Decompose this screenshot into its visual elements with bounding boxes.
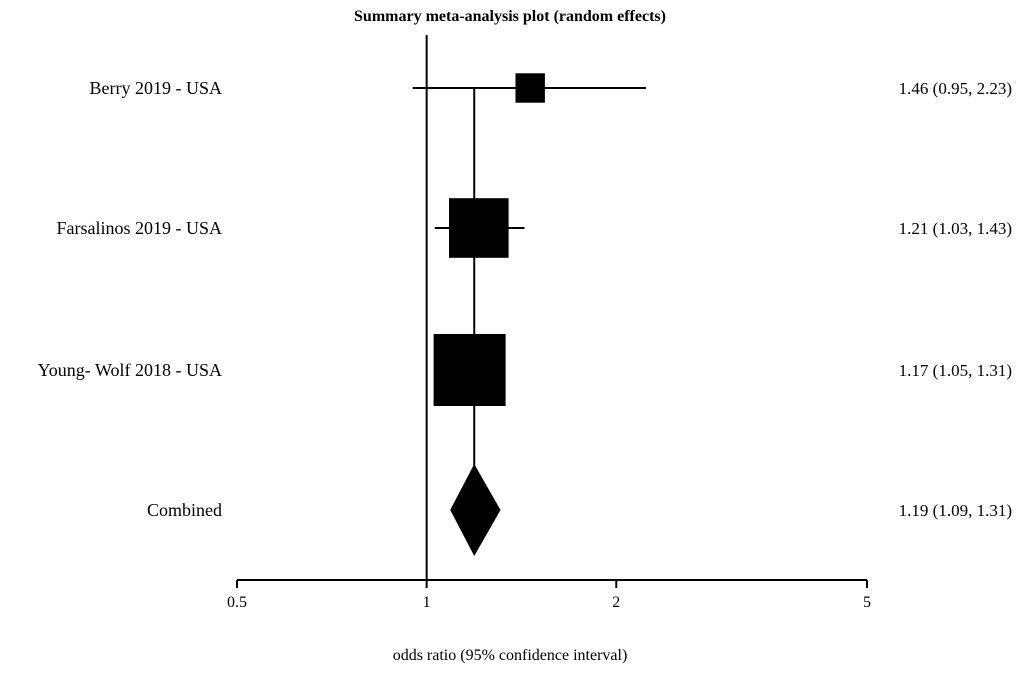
study-label-3: Young- Wolf 2018 - USA bbox=[38, 360, 222, 380]
study-estimate-3: 1.17 (1.05, 1.31) bbox=[899, 361, 1012, 380]
study-box-2 bbox=[449, 198, 509, 258]
combined-estimate: 1.19 (1.09, 1.31) bbox=[899, 501, 1012, 520]
plot-area: 0.5 1 2 5 Berry 2019 - USA 1.46 (0.95, 2.23) F… bbox=[38, 35, 1012, 611]
study-label-1: Berry 2019 - USA bbox=[90, 78, 223, 98]
study-box-1 bbox=[515, 73, 545, 103]
x-tick-label-2: 2 bbox=[612, 594, 620, 611]
study-estimate-1: 1.46 (0.95, 2.23) bbox=[899, 79, 1012, 98]
chart-title: Summary meta-analysis plot (random effec… bbox=[354, 8, 666, 25]
combined-diamond bbox=[450, 464, 501, 556]
study-label-2: Farsalinos 2019 - USA bbox=[57, 218, 223, 238]
x-tick-label-0.5: 0.5 bbox=[227, 594, 247, 611]
x-axis-title: odds ratio (95% confidence interval) bbox=[393, 647, 628, 664]
study-box-3 bbox=[433, 334, 506, 406]
x-tick-label-5: 5 bbox=[863, 594, 871, 611]
study-estimate-2: 1.21 (1.03, 1.43) bbox=[899, 219, 1012, 238]
combined-label: Combined bbox=[147, 500, 222, 520]
x-tick-label-1: 1 bbox=[423, 594, 431, 611]
